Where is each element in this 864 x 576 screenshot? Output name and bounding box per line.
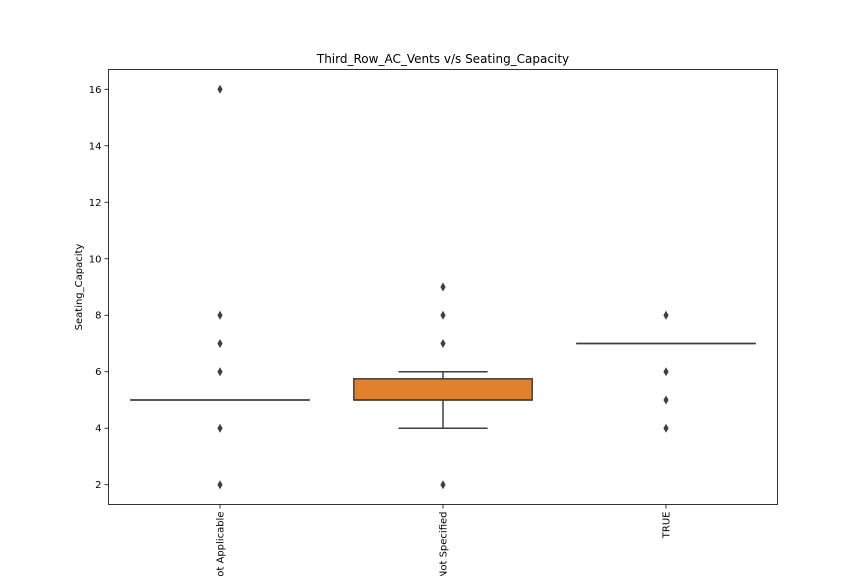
- box-group-0: [130, 84, 310, 490]
- y-tick-label: 8: [95, 311, 101, 322]
- y-axis-label: Seating_Capacity: [74, 244, 85, 331]
- box-group-1: [353, 282, 533, 490]
- outlier-point: [663, 310, 669, 320]
- outlier-point: [663, 423, 669, 433]
- outlier-point: [217, 480, 223, 490]
- outlier-point: [440, 282, 446, 292]
- outlier-point: [440, 480, 446, 490]
- outlier-point: [440, 310, 446, 320]
- outlier-point: [440, 338, 446, 348]
- outlier-point: [663, 367, 669, 377]
- y-tick-label: 12: [89, 198, 102, 209]
- y-tick-label: 2: [95, 480, 101, 491]
- box-iqr: [353, 378, 533, 401]
- y-axis: 2 4 6 8 10 12 14 16: [89, 85, 109, 491]
- outlier-point: [217, 338, 223, 348]
- x-tick-label: TRUE: [662, 512, 673, 540]
- box-group-2: [576, 310, 756, 433]
- y-tick-label: 6: [95, 367, 101, 378]
- outlier-point: [217, 84, 223, 94]
- boxes-layer: [130, 84, 756, 490]
- y-tick-label: 10: [89, 254, 102, 265]
- x-tick-label: Not Applicable: [216, 512, 227, 576]
- plot-frame: [108, 69, 778, 505]
- x-tick-label: Not Specified: [439, 512, 450, 576]
- outlier-point: [217, 310, 223, 320]
- y-tick-label: 4: [95, 424, 101, 435]
- y-tick-label: 16: [89, 85, 102, 96]
- outlier-point: [217, 367, 223, 377]
- outlier-point: [217, 423, 223, 433]
- y-tick-label: 14: [89, 141, 102, 152]
- chart-title: Third_Row_AC_Vents v/s Seating_Capacity: [316, 52, 569, 66]
- outlier-point: [663, 395, 669, 405]
- x-axis: Not Applicable Not Specified TRUE: [216, 504, 673, 576]
